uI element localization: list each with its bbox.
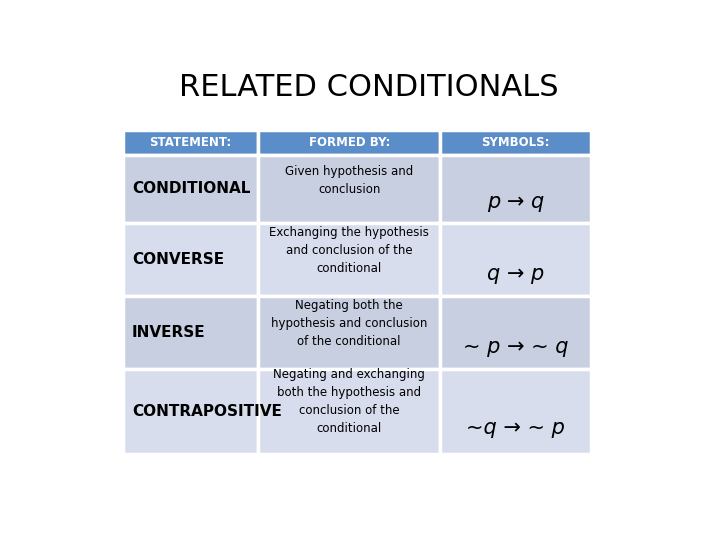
Bar [441, 222, 591, 296]
Bar [122, 155, 258, 222]
Bar [122, 130, 258, 155]
Text: CONVERSE: CONVERSE [132, 252, 224, 267]
Text: ~q → ~ p: ~q → ~ p [467, 418, 565, 438]
Bar [441, 130, 591, 155]
Bar [258, 369, 441, 454]
Bar [122, 369, 258, 454]
Text: Given hypothesis and
conclusion: Given hypothesis and conclusion [285, 165, 413, 196]
Text: CONDITIONAL: CONDITIONAL [132, 181, 251, 196]
Bar [258, 155, 441, 222]
Text: Negating both the
hypothesis and conclusion
of the conditional: Negating both the hypothesis and conclus… [271, 299, 428, 348]
Bar [258, 296, 441, 369]
Bar [441, 296, 591, 369]
Text: Negating and exchanging
both the hypothesis and
conclusion of the
conditional: Negating and exchanging both the hypothe… [274, 368, 426, 435]
Text: FORMED BY:: FORMED BY: [309, 136, 390, 149]
Text: p → q: p → q [487, 192, 544, 212]
Bar [122, 296, 258, 369]
Text: CONTRAPOSITIVE: CONTRAPOSITIVE [132, 404, 282, 419]
Bar [258, 130, 441, 155]
Text: SYMBOLS:: SYMBOLS: [482, 136, 550, 149]
Bar [441, 369, 591, 454]
Bar [122, 222, 258, 296]
Bar [258, 222, 441, 296]
Text: q → p: q → p [487, 264, 544, 284]
Text: ~ p → ~ q: ~ p → ~ q [463, 337, 569, 357]
Text: STATEMENT:: STATEMENT: [149, 136, 232, 149]
Text: INVERSE: INVERSE [132, 325, 205, 340]
Text: Exchanging the hypothesis
and conclusion of the
conditional: Exchanging the hypothesis and conclusion… [269, 226, 429, 275]
Text: RELATED CONDITIONALS: RELATED CONDITIONALS [179, 73, 559, 103]
Bar [441, 155, 591, 222]
